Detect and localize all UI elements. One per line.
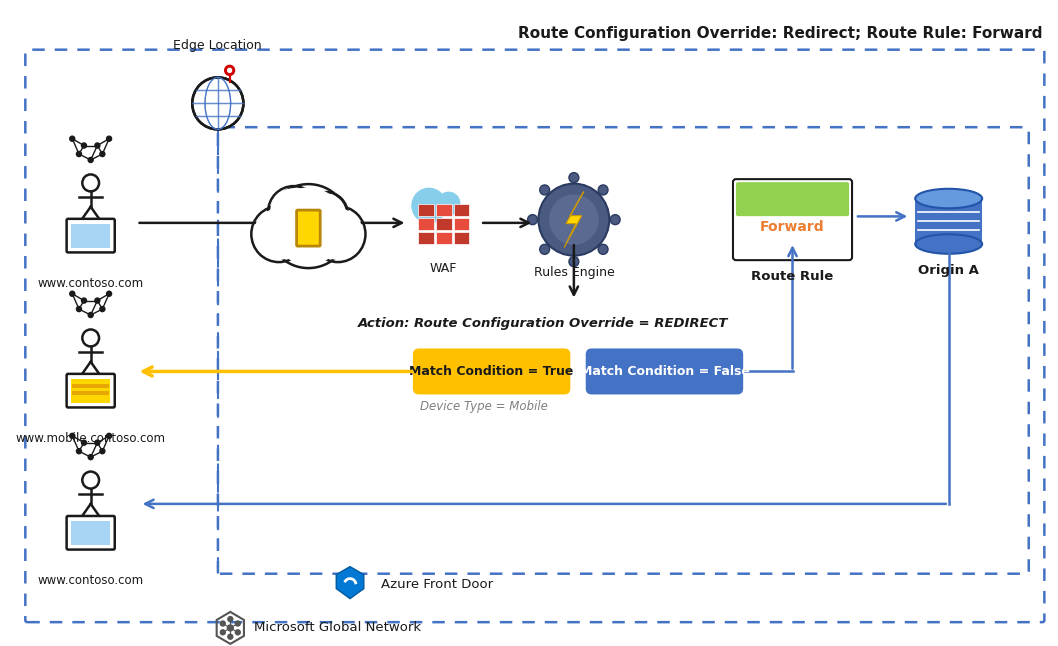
Circle shape [598, 185, 608, 195]
Text: Origin A: Origin A [918, 264, 979, 277]
Bar [72, 391, 109, 395]
Circle shape [549, 194, 599, 245]
Circle shape [88, 158, 93, 163]
Text: Route Configuration Override: Redirect; Route Rule: Forward: Route Configuration Override: Redirect; … [517, 26, 1042, 41]
Circle shape [99, 448, 105, 453]
Circle shape [227, 634, 233, 639]
Text: Azure Front Door: Azure Front Door [381, 578, 493, 591]
Circle shape [70, 433, 75, 439]
Circle shape [220, 621, 225, 626]
FancyBboxPatch shape [733, 179, 852, 260]
Circle shape [107, 136, 111, 141]
Circle shape [70, 291, 75, 297]
Circle shape [99, 151, 105, 156]
Circle shape [95, 440, 99, 445]
Circle shape [76, 306, 81, 311]
Circle shape [528, 214, 537, 225]
Circle shape [569, 172, 579, 183]
Text: Microsoft Global Network: Microsoft Global Network [254, 621, 421, 634]
Circle shape [254, 209, 305, 260]
Circle shape [310, 206, 365, 262]
Circle shape [81, 298, 87, 303]
Circle shape [70, 136, 75, 141]
FancyBboxPatch shape [296, 210, 321, 246]
Circle shape [88, 455, 93, 460]
FancyBboxPatch shape [736, 182, 850, 216]
Circle shape [305, 192, 348, 236]
Circle shape [437, 192, 460, 216]
Circle shape [88, 313, 93, 318]
Bar [72, 379, 110, 402]
Text: Action: Route Configuration Override = REDIRECT: Action: Route Configuration Override = R… [358, 317, 728, 329]
Bar [454, 203, 470, 216]
Circle shape [193, 78, 243, 129]
Circle shape [235, 621, 240, 626]
Bar [436, 218, 452, 229]
Text: Device Type = Mobile: Device Type = Mobile [420, 401, 548, 413]
Text: www.contoso.com: www.contoso.com [38, 276, 144, 289]
Polygon shape [564, 192, 584, 247]
Circle shape [81, 440, 87, 445]
Ellipse shape [915, 189, 982, 208]
Circle shape [193, 78, 243, 129]
Circle shape [227, 617, 233, 621]
Bar [72, 521, 110, 545]
Circle shape [306, 194, 346, 234]
Ellipse shape [915, 234, 982, 254]
Text: Edge Location: Edge Location [174, 39, 262, 52]
Circle shape [540, 244, 549, 255]
Circle shape [610, 214, 620, 225]
Circle shape [107, 433, 111, 439]
Circle shape [267, 184, 350, 268]
Circle shape [81, 143, 87, 148]
Circle shape [235, 630, 240, 635]
Circle shape [252, 206, 307, 262]
Text: Forward: Forward [761, 220, 825, 234]
Circle shape [539, 183, 609, 256]
Circle shape [220, 630, 225, 635]
Circle shape [540, 185, 549, 195]
FancyBboxPatch shape [67, 219, 114, 253]
Bar [72, 384, 109, 388]
Text: www.mobile.contoso.com: www.mobile.contoso.com [16, 432, 166, 444]
Circle shape [271, 187, 346, 265]
Bar [418, 203, 434, 216]
Polygon shape [336, 567, 364, 599]
Circle shape [268, 186, 320, 238]
FancyBboxPatch shape [413, 348, 570, 395]
Circle shape [107, 291, 111, 297]
Circle shape [270, 188, 317, 236]
Circle shape [598, 244, 608, 255]
Circle shape [95, 143, 99, 148]
Text: Route Rule: Route Rule [751, 269, 834, 283]
Circle shape [569, 256, 579, 267]
Circle shape [224, 65, 235, 76]
Bar [454, 218, 470, 229]
Circle shape [95, 298, 99, 303]
Bar [915, 198, 982, 244]
Circle shape [76, 448, 81, 453]
FancyBboxPatch shape [586, 348, 743, 395]
Circle shape [227, 68, 232, 72]
Text: Rules Engine: Rules Engine [533, 266, 615, 278]
Text: www.contoso.com: www.contoso.com [38, 574, 144, 587]
FancyBboxPatch shape [67, 374, 114, 408]
Circle shape [227, 625, 233, 631]
Text: WAF: WAF [430, 262, 457, 275]
Circle shape [99, 306, 105, 311]
FancyBboxPatch shape [67, 516, 114, 550]
Bar [436, 203, 452, 216]
Circle shape [412, 187, 446, 224]
Bar [418, 218, 434, 229]
Circle shape [76, 151, 81, 156]
Text: Match Condition = True: Match Condition = True [409, 365, 573, 378]
Text: Match Condition = False: Match Condition = False [580, 365, 749, 378]
Bar [454, 232, 470, 244]
Bar [418, 232, 434, 244]
Bar [436, 232, 452, 244]
Circle shape [312, 209, 363, 260]
Bar [72, 224, 110, 247]
